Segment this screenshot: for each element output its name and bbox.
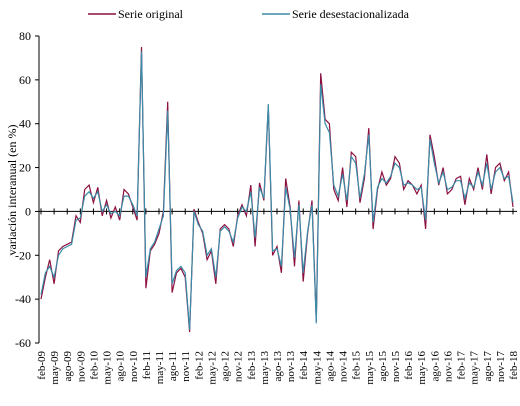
y-tick-label: 60	[19, 73, 31, 87]
x-tick-label: feb-15	[351, 351, 363, 380]
x-tick-label: ago-09	[62, 351, 74, 382]
series-line	[40, 51, 514, 330]
x-tick-label: nov-09	[75, 351, 87, 383]
x-tick-label: feb-11	[141, 351, 153, 379]
x-tick-label: may-11	[154, 351, 166, 384]
x-tick-label: nov-10	[128, 351, 140, 383]
x-tick-label: ago-13	[272, 351, 284, 382]
x-tick-label: may-10	[102, 351, 114, 385]
x-tick-label: feb-17	[456, 351, 468, 380]
y-axis-label: variación interanual (en %)	[5, 125, 19, 256]
x-tick-label: ago-14	[324, 351, 336, 382]
x-tick-label: ago-17	[482, 351, 494, 382]
x-tick-label: feb-16	[403, 351, 415, 380]
x-tick-label: feb-09	[36, 351, 48, 380]
legend: Serie original Serie desestacionalizada	[88, 7, 410, 21]
legend-label: Serie desestacionalizada	[292, 7, 410, 21]
x-tick-label: feb-13	[246, 351, 258, 380]
y-tick-label: 20	[19, 161, 31, 175]
x-tick-label: ago-10	[115, 351, 127, 382]
x-tick-label: feb-18	[508, 351, 520, 380]
x-tick-label: nov-16	[442, 351, 454, 383]
x-tick-label: ago-12	[220, 351, 232, 382]
y-tick-label: 80	[19, 29, 31, 43]
x-tick-label: may-16	[416, 351, 428, 385]
x-tick-label: nov-17	[495, 351, 507, 383]
y-tick-label: -40	[15, 292, 31, 306]
x-tick-label: ago-16	[429, 351, 441, 382]
x-tick-label: ago-11	[167, 351, 179, 381]
x-tick-label: nov-15	[390, 351, 402, 383]
x-tick-label: nov-11	[180, 351, 192, 382]
x-tick-label: nov-13	[285, 351, 297, 383]
x-tick-label: feb-14	[298, 351, 310, 380]
y-tick-label: 0	[25, 204, 31, 218]
x-tick-label: ago-15	[377, 351, 389, 382]
x-tick-label: feb-12	[193, 351, 205, 380]
legend-label: Serie original	[118, 7, 184, 21]
series-line	[40, 46, 514, 333]
x-tick-label: nov-14	[338, 351, 350, 383]
x-tick-label: may-15	[364, 351, 376, 385]
x-tick-label: may-17	[469, 351, 481, 385]
y-tick-label: 40	[19, 117, 31, 131]
x-tick-label: may-12	[206, 351, 218, 385]
x-tick-label: may-13	[259, 351, 271, 385]
x-tick-label: nov-12	[233, 351, 245, 382]
x-tick-label: may-14	[311, 351, 323, 385]
y-tick-label: -20	[15, 248, 31, 262]
x-tick-label: may-09	[49, 351, 61, 385]
x-tick-label: feb-10	[88, 351, 100, 380]
y-tick-label: -60	[15, 336, 31, 350]
